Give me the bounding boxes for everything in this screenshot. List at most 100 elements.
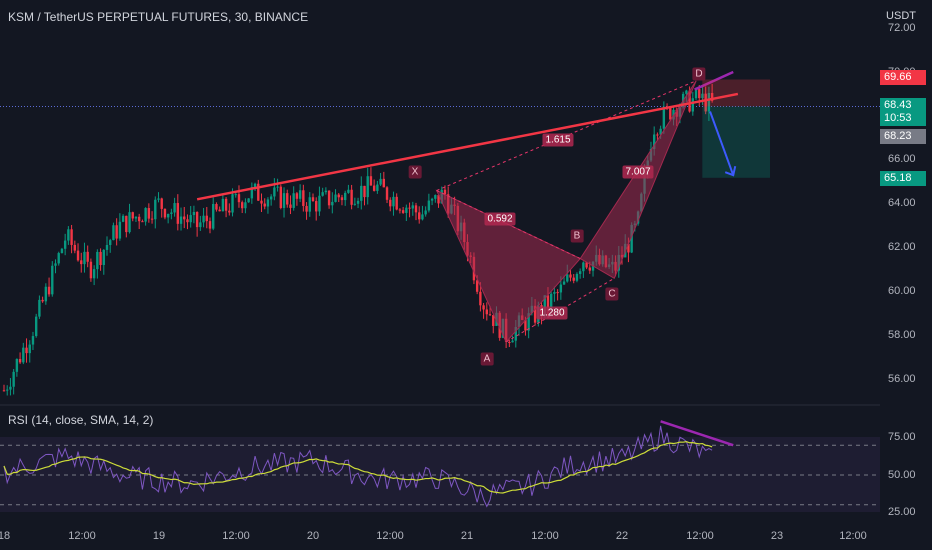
candle-body: [189, 215, 192, 223]
pattern-point-d[interactable]: D: [692, 67, 706, 81]
candle-body: [147, 208, 151, 219]
bar-countdown: 10:53: [884, 112, 912, 124]
pattern-point-b[interactable]: B: [570, 229, 584, 243]
candle-body: [430, 198, 434, 201]
ratio-xd-label: 1.615: [542, 133, 574, 147]
candle-body: [511, 340, 514, 343]
candle-body: [408, 207, 411, 209]
pattern-point-c[interactable]: C: [605, 287, 619, 301]
candle-body: [31, 336, 35, 345]
candle-body: [131, 212, 134, 219]
candle-body: [150, 218, 154, 220]
candle-body: [212, 204, 215, 229]
candle-body: [360, 185, 363, 201]
candle-body: [237, 194, 241, 203]
pattern-point-x[interactable]: X: [408, 165, 422, 179]
candle-body: [137, 216, 141, 222]
entry-price-tag: 68.23: [880, 129, 926, 144]
candle-body: [694, 89, 698, 99]
candle-body: [12, 371, 15, 387]
candle-body: [195, 211, 199, 228]
candle-body: [166, 213, 170, 218]
time-tick: 21: [460, 530, 474, 542]
candle-body: [60, 248, 64, 254]
candle-body: [186, 219, 189, 223]
candle-body: [566, 274, 569, 282]
candle-body: [215, 204, 218, 210]
candle-body: [630, 224, 633, 253]
candle-body: [337, 194, 340, 198]
time-tick: 12:00: [686, 530, 714, 542]
candle-body: [685, 90, 688, 94]
candle-body: [199, 222, 202, 228]
candle-body: [292, 193, 295, 208]
candle-body: [492, 315, 495, 326]
candle-body: [221, 198, 225, 212]
candle-body: [514, 327, 517, 341]
candle-body: [437, 195, 440, 204]
candle-body: [282, 193, 286, 208]
rsi-line: [3, 425, 713, 508]
candle-body: [41, 299, 44, 302]
candle-body: [659, 128, 662, 135]
candle-body: [18, 359, 22, 363]
candle-body: [38, 299, 41, 317]
rsi-tick: 75.00: [888, 431, 916, 443]
candle-body: [231, 194, 234, 213]
candle-body: [295, 193, 299, 199]
candle-body: [549, 293, 553, 308]
candle-body: [202, 215, 205, 223]
last-price-value: 68.43: [884, 99, 912, 111]
time-tick: 12:00: [376, 530, 404, 542]
ratio-xb-label: 0.592: [484, 212, 516, 226]
candle-body: [208, 221, 212, 229]
rsi-indicator-label[interactable]: RSI (14, close, SMA, 14, 2): [8, 413, 154, 427]
candle-body: [315, 201, 318, 212]
price-divergence-line: [694, 70, 734, 91]
candle-body: [279, 186, 283, 208]
candle-body: [115, 225, 118, 239]
last-price-tag: 68.43 10:53: [880, 98, 926, 126]
candle-body: [121, 215, 125, 222]
candle-body: [385, 187, 389, 200]
candle-body: [276, 186, 279, 188]
candle-body: [125, 215, 128, 233]
candle-body: [302, 190, 305, 206]
time-tick: 12:00: [222, 530, 250, 542]
rsi-ma-line: [3, 441, 713, 494]
pattern-point-a[interactable]: A: [480, 352, 494, 366]
candle-body: [250, 187, 254, 199]
candle-body: [86, 251, 89, 262]
time-tick: 23: [770, 530, 784, 542]
candle-body: [247, 198, 250, 203]
ratio-ac-label: 1.280: [536, 306, 568, 320]
candle-body: [350, 189, 353, 205]
candle-body: [353, 203, 357, 205]
candle-body: [356, 200, 360, 204]
stop-loss-zone: [702, 79, 770, 107]
candle-body: [305, 205, 308, 212]
candle-body: [141, 221, 144, 223]
price-tick: 72.00: [888, 22, 916, 34]
candle-body: [240, 202, 244, 209]
candle-body: [562, 281, 566, 285]
time-tick: 12:00: [839, 530, 867, 542]
candle-body: [109, 240, 112, 245]
candle-body: [475, 280, 479, 292]
rsi-tick: 50.00: [888, 469, 916, 481]
candle-body: [260, 200, 263, 204]
symbol-title[interactable]: KSM / TetherUS PERPETUAL FUTURES, 30, BI…: [8, 10, 309, 24]
candle-body: [698, 89, 701, 99]
candle-body: [102, 249, 105, 265]
forecast-arrowhead: [724, 165, 737, 177]
candle-body: [9, 386, 12, 390]
candle-body: [369, 176, 373, 186]
ratio-bd-label: 7.007: [622, 165, 654, 179]
candle-body: [205, 215, 208, 222]
candle-body: [627, 243, 630, 253]
candle-body: [553, 292, 556, 294]
candle-body: [318, 195, 321, 212]
candle-body: [183, 216, 186, 220]
